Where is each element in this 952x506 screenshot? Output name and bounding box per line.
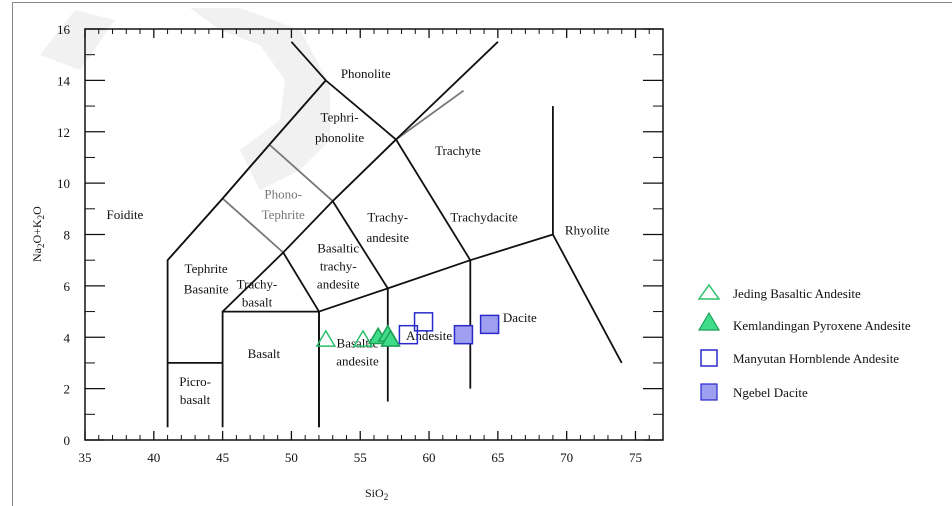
x-tick-label: 55 bbox=[354, 450, 367, 465]
boundary-line bbox=[166, 79, 327, 428]
field-label: Phono- bbox=[264, 187, 302, 202]
x-tick-label: 75 bbox=[629, 450, 642, 465]
field-boundaries bbox=[166, 41, 623, 428]
x-tick-label: 40 bbox=[147, 450, 160, 465]
data-point-square bbox=[453, 324, 474, 345]
field-label: andesite bbox=[366, 230, 409, 245]
field-label: andesite bbox=[317, 276, 360, 291]
legend-item-kemlandingan: Kemlandingan Pyroxene Andesite bbox=[697, 311, 911, 333]
y-tick-label: 12 bbox=[57, 125, 70, 140]
field-label: basalt bbox=[242, 294, 273, 309]
boundary-line bbox=[395, 139, 472, 261]
data-point-square bbox=[479, 314, 500, 335]
data-point-triangle bbox=[380, 329, 401, 347]
x-tick-label: 70 bbox=[560, 450, 573, 465]
field-label: Basaltic bbox=[317, 240, 359, 255]
y-tick-label: 2 bbox=[64, 382, 71, 397]
legend-label: Ngebel Dacite bbox=[733, 385, 808, 400]
data-points bbox=[315, 312, 500, 347]
field-label: Tephrite bbox=[185, 261, 228, 276]
field-label: phonolite bbox=[315, 130, 364, 145]
data-point-square bbox=[398, 324, 419, 345]
legend-label: Jeding Basaltic Andesite bbox=[733, 286, 861, 301]
axis-ticks: 35 40 45 50 55 60 65 70 75 0 2 4 6 8 10 12 14 16 bbox=[57, 22, 664, 465]
y-axis-title: Na2O+K2O bbox=[30, 206, 46, 262]
legend-item-ngebel: Ngebel Dacite bbox=[700, 383, 808, 401]
field-label: Trachy- bbox=[367, 210, 408, 225]
legend-item-manyutan: Manyutan Hornblende Andesite bbox=[700, 349, 899, 367]
legend-marker-open-square bbox=[700, 349, 718, 367]
legend-item-jeding: Jeding Basaltic Andesite bbox=[697, 283, 861, 301]
data-point-triangle bbox=[352, 329, 374, 347]
boundary-line bbox=[331, 200, 389, 289]
field-label: Trachydacite bbox=[450, 210, 518, 225]
legend-marker-filled-triangle bbox=[697, 311, 721, 331]
boundary-line bbox=[221, 310, 320, 428]
legend-label: Kemlandingan Pyroxene Andesite bbox=[733, 318, 911, 333]
field-labels: Foidite Phonolite Tephri-phonolite Phono- Te… bbox=[106, 66, 609, 407]
field-label: Trachy- bbox=[237, 276, 278, 291]
field-label: Foidite bbox=[106, 207, 143, 222]
field-label: Trachyte bbox=[435, 143, 481, 158]
y-tick-label: 4 bbox=[64, 330, 71, 345]
field-label: Basanite bbox=[184, 282, 229, 297]
y-tick-label: 0 bbox=[64, 433, 71, 448]
y-tick-label: 16 bbox=[57, 22, 71, 37]
x-tick-label: 45 bbox=[216, 450, 229, 465]
boundary-line bbox=[552, 234, 623, 364]
field-label: Rhyolite bbox=[565, 223, 610, 238]
x-tick-label: 50 bbox=[285, 450, 298, 465]
y-tick-label: 10 bbox=[57, 176, 70, 191]
legend-label: Manyutan Hornblende Andesite bbox=[733, 351, 899, 366]
field-label: Tephri- bbox=[321, 109, 359, 124]
legend: Jeding Basaltic Andesite Kemlandingan Py… bbox=[697, 283, 911, 401]
boundary-line bbox=[221, 41, 398, 313]
field-label: trachy- bbox=[320, 258, 357, 273]
x-axis-title: SiO2 bbox=[365, 486, 388, 502]
field-label: Picro- bbox=[179, 374, 211, 389]
data-point-square bbox=[413, 312, 434, 332]
field-label: Phonolite bbox=[341, 66, 391, 81]
boundary-line bbox=[395, 41, 499, 141]
figure-border bbox=[12, 2, 952, 506]
field-label: Andesite bbox=[406, 328, 452, 343]
field-label: Basalt bbox=[248, 346, 281, 361]
y-tick-label: 6 bbox=[64, 279, 71, 294]
legend-marker-open-triangle bbox=[697, 283, 721, 300]
data-point-triangle bbox=[315, 329, 337, 347]
field-label: Tephrite bbox=[262, 207, 305, 222]
field-label: Dacite bbox=[503, 310, 537, 325]
y-tick-label: 8 bbox=[64, 228, 71, 243]
x-tick-label: 35 bbox=[79, 450, 92, 465]
y-tick-label: 14 bbox=[57, 73, 71, 88]
field-label: andesite bbox=[336, 354, 379, 369]
field-label: basalt bbox=[180, 392, 211, 407]
x-tick-label: 60 bbox=[423, 450, 436, 465]
legend-marker-filled-square bbox=[700, 383, 718, 401]
watermark-logo bbox=[40, 8, 330, 190]
x-tick-label: 65 bbox=[491, 450, 504, 465]
